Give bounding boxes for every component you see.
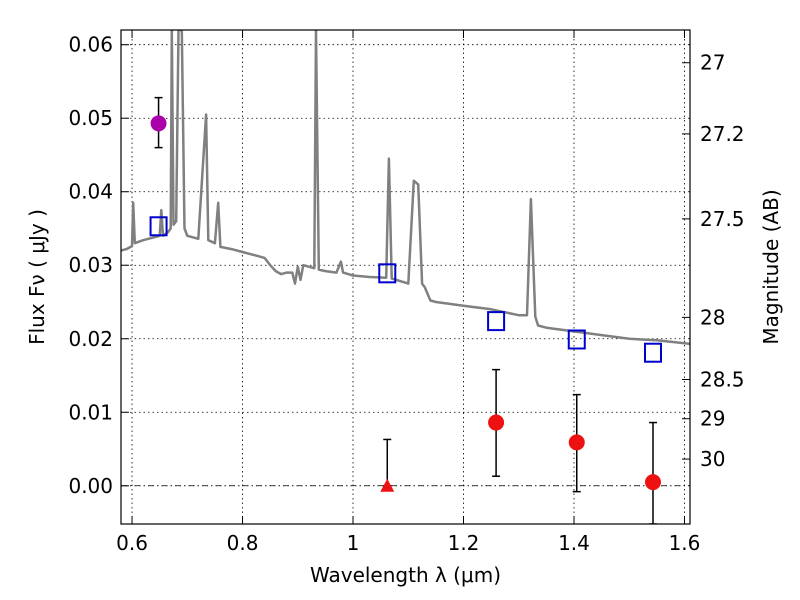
y-tick-label: 0.06 xyxy=(68,33,113,57)
x-axis-ticks: 0.6 0.8 1 1.2 1.4 1.6 xyxy=(116,30,700,555)
plot-area xyxy=(121,30,690,524)
observed-flux-point xyxy=(644,474,661,491)
model-spectrum-line xyxy=(121,30,690,346)
grid xyxy=(121,30,690,524)
plot-frame xyxy=(120,29,691,525)
magnitude-tick-label: 30 xyxy=(700,447,725,471)
magnitude-tick-label: 28.5 xyxy=(700,368,745,392)
model-photometry-square xyxy=(643,342,662,363)
x-tick-label: 1.6 xyxy=(669,531,701,555)
y-tick-label: 0.05 xyxy=(68,106,113,130)
model-photometry-square xyxy=(149,216,168,237)
upper-limit-triangle xyxy=(380,478,395,492)
y-axis-ticks: 0.00 0.01 0.02 0.03 0.04 0.05 0.06 xyxy=(68,33,129,498)
model-photometry-square xyxy=(378,263,397,284)
x-axis-label: Wavelength λ (μm) xyxy=(310,563,501,587)
x-tick-label: 0.8 xyxy=(227,531,259,555)
y-tick-label: 0.01 xyxy=(68,400,113,424)
x-tick-label: 0.6 xyxy=(116,531,148,555)
observed-flux-point xyxy=(488,414,505,431)
magnitude-axis-ticks: 27 27.2 27.5 28 28.5 29 30 xyxy=(682,51,745,471)
y-tick-label: 0.04 xyxy=(68,180,113,204)
x-tick-label: 1.2 xyxy=(448,531,480,555)
x-tick-label: 1 xyxy=(347,531,360,555)
magnitude-tick-label: 27.5 xyxy=(700,207,745,231)
observed-flux-point xyxy=(150,115,167,132)
magnitude-tick-label: 27 xyxy=(700,51,725,75)
model-photometry-square xyxy=(487,311,506,332)
magnitude-axis-label: Magnitude (AB) xyxy=(759,189,783,344)
magnitude-tick-label: 27.2 xyxy=(700,122,745,146)
magnitude-tick-label: 29 xyxy=(700,407,725,431)
y-axis-label: Flux Fν ( μJy ) xyxy=(25,209,49,345)
magnitude-tick-label: 28 xyxy=(700,305,725,329)
observed-flux-point xyxy=(568,434,585,451)
y-tick-label: 0.00 xyxy=(68,474,113,498)
x-tick-label: 1.4 xyxy=(558,531,590,555)
y-tick-label: 0.02 xyxy=(68,327,113,351)
model-photometry-square xyxy=(567,329,586,350)
y-tick-label: 0.03 xyxy=(68,253,113,277)
